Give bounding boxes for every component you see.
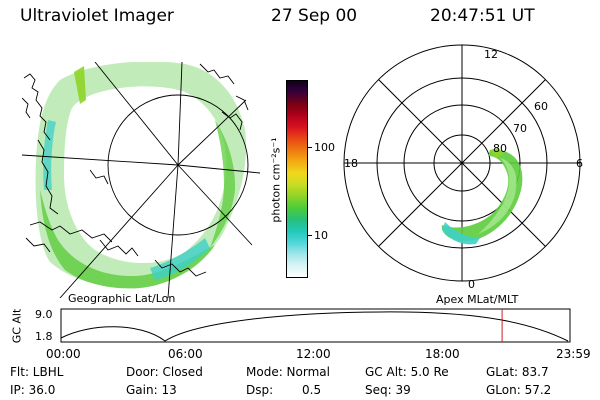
altitude-curve <box>60 311 569 342</box>
altitude-timeline <box>60 308 571 343</box>
mlt-label-0: 0 <box>468 278 475 291</box>
status-dsp-value: 0.5 <box>302 383 322 397</box>
status-glat: GLat: 83.7 <box>486 365 549 379</box>
status-dsp-label: Dsp: <box>246 383 274 397</box>
instrument-title: Ultraviolet Imager <box>20 6 174 26</box>
altitude-tick-max: 9.0 <box>35 308 53 321</box>
status-seq: Seq: 39 <box>365 383 411 397</box>
colorbar-tick-major-2 <box>307 235 312 236</box>
colorbar-gradient <box>287 81 307 277</box>
geographic-grid <box>22 62 260 298</box>
altitude-tick-min: 1.8 <box>35 330 53 343</box>
mlat-label-80: 80 <box>493 142 507 155</box>
mlat-label-70: 70 <box>513 122 527 135</box>
status-glon: GLon: 57.2 <box>486 383 552 397</box>
mlat-label-60: 60 <box>534 100 548 113</box>
auroral-emission-geo <box>35 62 247 289</box>
geographic-map <box>22 62 260 298</box>
coastlines <box>22 63 249 277</box>
status-gain: Gain: 13 <box>126 383 177 397</box>
auroral-oval-mlat <box>441 148 523 245</box>
mlat-mlt-polar-plot <box>343 44 581 282</box>
time-tick-0000: 00:00 <box>46 347 81 361</box>
mlt-label-12: 12 <box>484 48 498 61</box>
colorbar-tick-100: 100 <box>314 141 335 154</box>
status-filter: Flt: LBHL <box>10 365 64 379</box>
colorbar-tick-10: 10 <box>314 229 328 242</box>
colorbar-unit-label: photon cm⁻²s⁻¹ <box>269 137 283 223</box>
time-tick-1200: 12:00 <box>296 347 331 361</box>
time-tick-1800: 18:00 <box>425 347 460 361</box>
polar-grid <box>343 44 581 282</box>
status-ip: IP: 36.0 <box>10 383 56 397</box>
status-gc-alt: GC Alt: 5.0 Re <box>365 365 449 379</box>
status-door: Door: Closed <box>126 365 203 379</box>
right-panel-caption: Apex MLat/MLT <box>436 293 519 306</box>
time-tick-0600: 06:00 <box>168 347 203 361</box>
status-mode: Mode: Normal <box>246 365 330 379</box>
observation-time: 20:47:51 UT <box>430 6 535 26</box>
altitude-axis-label: GC Alt <box>10 308 24 344</box>
colorbar <box>286 80 308 278</box>
left-panel-caption: Geographic Lat/Lon <box>68 292 176 305</box>
mlt-label-18: 18 <box>344 157 358 170</box>
observation-date: 27 Sep 00 <box>271 6 358 26</box>
colorbar-tick-major-1 <box>307 147 312 148</box>
time-tick-2359: 23:59 <box>556 347 591 361</box>
mlt-label-6: 6 <box>576 157 583 170</box>
